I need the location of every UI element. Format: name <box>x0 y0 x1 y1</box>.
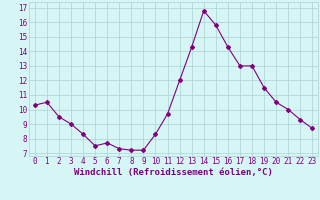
X-axis label: Windchill (Refroidissement éolien,°C): Windchill (Refroidissement éolien,°C) <box>74 168 273 177</box>
